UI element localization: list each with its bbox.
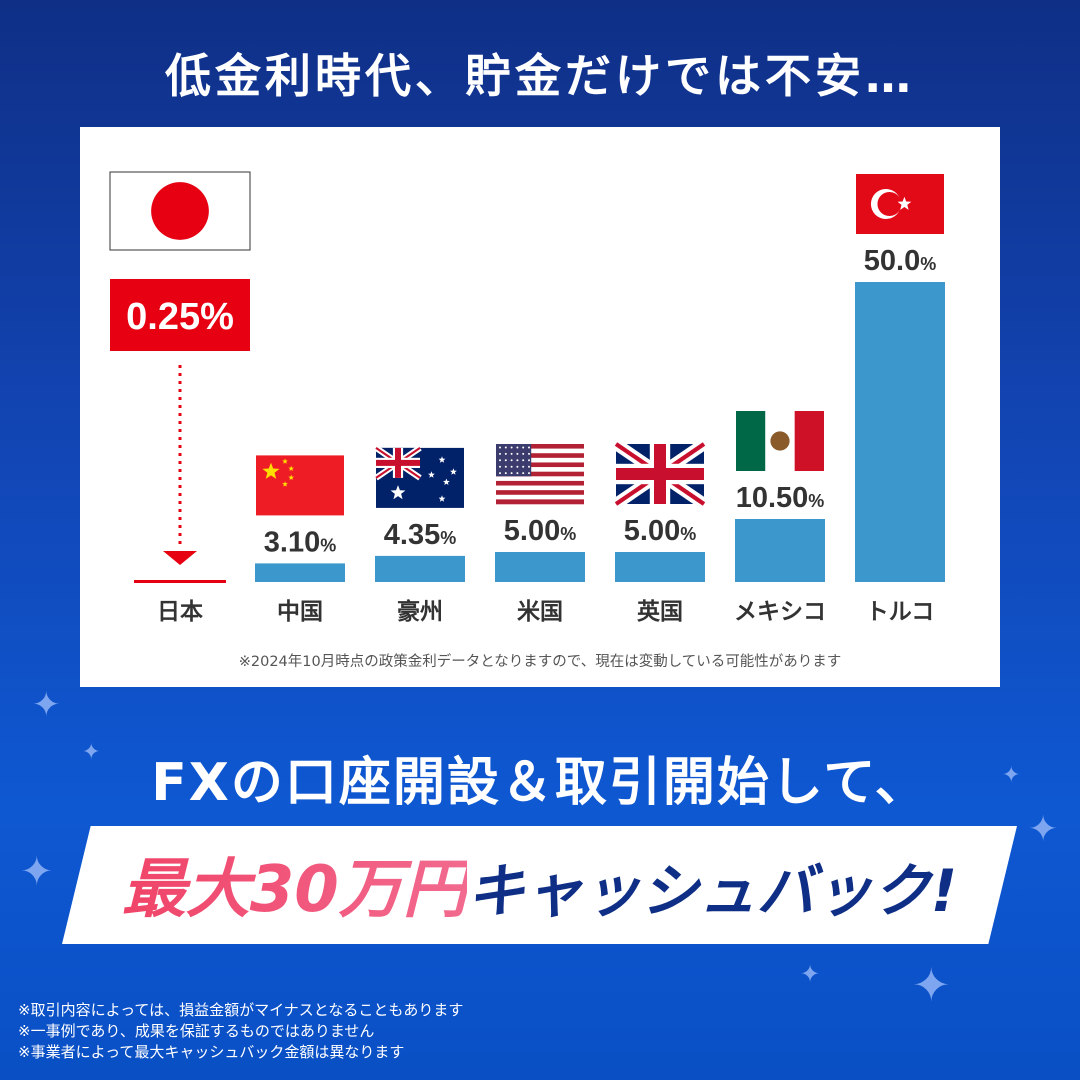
pointer-arrow	[163, 551, 197, 565]
tick-label: 米国	[517, 599, 563, 625]
tick-label: 英国	[637, 598, 683, 625]
tick-label: 日本	[157, 599, 203, 625]
sparkle-icon: ✦	[800, 960, 821, 988]
sparkle-icon: ✦	[1028, 809, 1059, 850]
disclaimers: ※取引内容によっては、損益金額がマイナスとなることもあります ※一事例であり、成…	[18, 1000, 463, 1063]
tick-label: 豪州	[397, 598, 443, 625]
cashback-amount: 最大30万円	[121, 853, 467, 927]
tick-label: 中国	[277, 599, 323, 625]
turkey-flag	[856, 174, 944, 234]
chart-panel: 0.25% 日本 3.10% 中国 4.35% 豪州 5.00% 米国 5.00% 英国 10.50…	[80, 127, 1000, 687]
data-label: 3.10%	[264, 526, 336, 558]
uk-flag	[612, 439, 708, 509]
cashback-banner-text: 最大30万円キャッシュバック!	[62, 838, 1017, 930]
disclaimer-line: ※事業者によって最大キャッシュバック金額は異なります	[18, 1043, 405, 1061]
tick-label: トルコ	[866, 599, 935, 625]
sparkle-icon: ✦	[82, 740, 101, 765]
japan-flag	[109, 171, 251, 251]
mexico-flag	[736, 411, 824, 471]
bar	[134, 580, 226, 583]
cta-line: FXの口座開設＆取引開始して、	[151, 753, 929, 813]
china-flag	[256, 455, 344, 516]
headline: 低金利時代、貯金だけでは不安…	[165, 49, 915, 103]
bar	[375, 555, 465, 582]
chart-note: ※2024年10月時点の政策金利データとなりますので、現在は変動している可能性が…	[238, 654, 842, 670]
cashback-label: キャッシュバック!	[466, 857, 958, 925]
disclaimer-line: ※一事例であり、成果を保証するものではありません	[18, 1022, 375, 1040]
australia-flag	[374, 445, 464, 508]
value-box	[110, 279, 250, 351]
data-label: 0.25%	[126, 296, 234, 338]
tick-label: メキシコ	[734, 599, 826, 625]
bar	[255, 563, 345, 582]
sparkle-icon: ✦	[912, 958, 951, 1012]
bar	[855, 282, 945, 582]
data-label: 5.00%	[504, 515, 576, 547]
sparkle-icon: ✦	[32, 685, 61, 725]
bar	[495, 552, 585, 582]
bar	[615, 552, 705, 582]
sparkle-icon: ✦	[1002, 763, 1021, 788]
sparkle-icon: ✦	[20, 849, 54, 895]
interest-rate-bar-chart: 0.25% 日本 3.10% 中国 4.35% 豪州 5.00% 米国 5.00% 英国 10.50…	[109, 171, 945, 625]
usa-flag	[496, 444, 584, 505]
data-label: 5.00%	[624, 515, 696, 547]
data-label: 4.35%	[384, 519, 456, 551]
data-label: 50.0%	[864, 245, 936, 277]
bar	[735, 519, 825, 582]
disclaimer-line: ※取引内容によっては、損益金額がマイナスとなることもあります	[18, 1001, 464, 1019]
data-label: 10.50%	[736, 482, 825, 514]
cashback-banner	[62, 826, 1017, 944]
